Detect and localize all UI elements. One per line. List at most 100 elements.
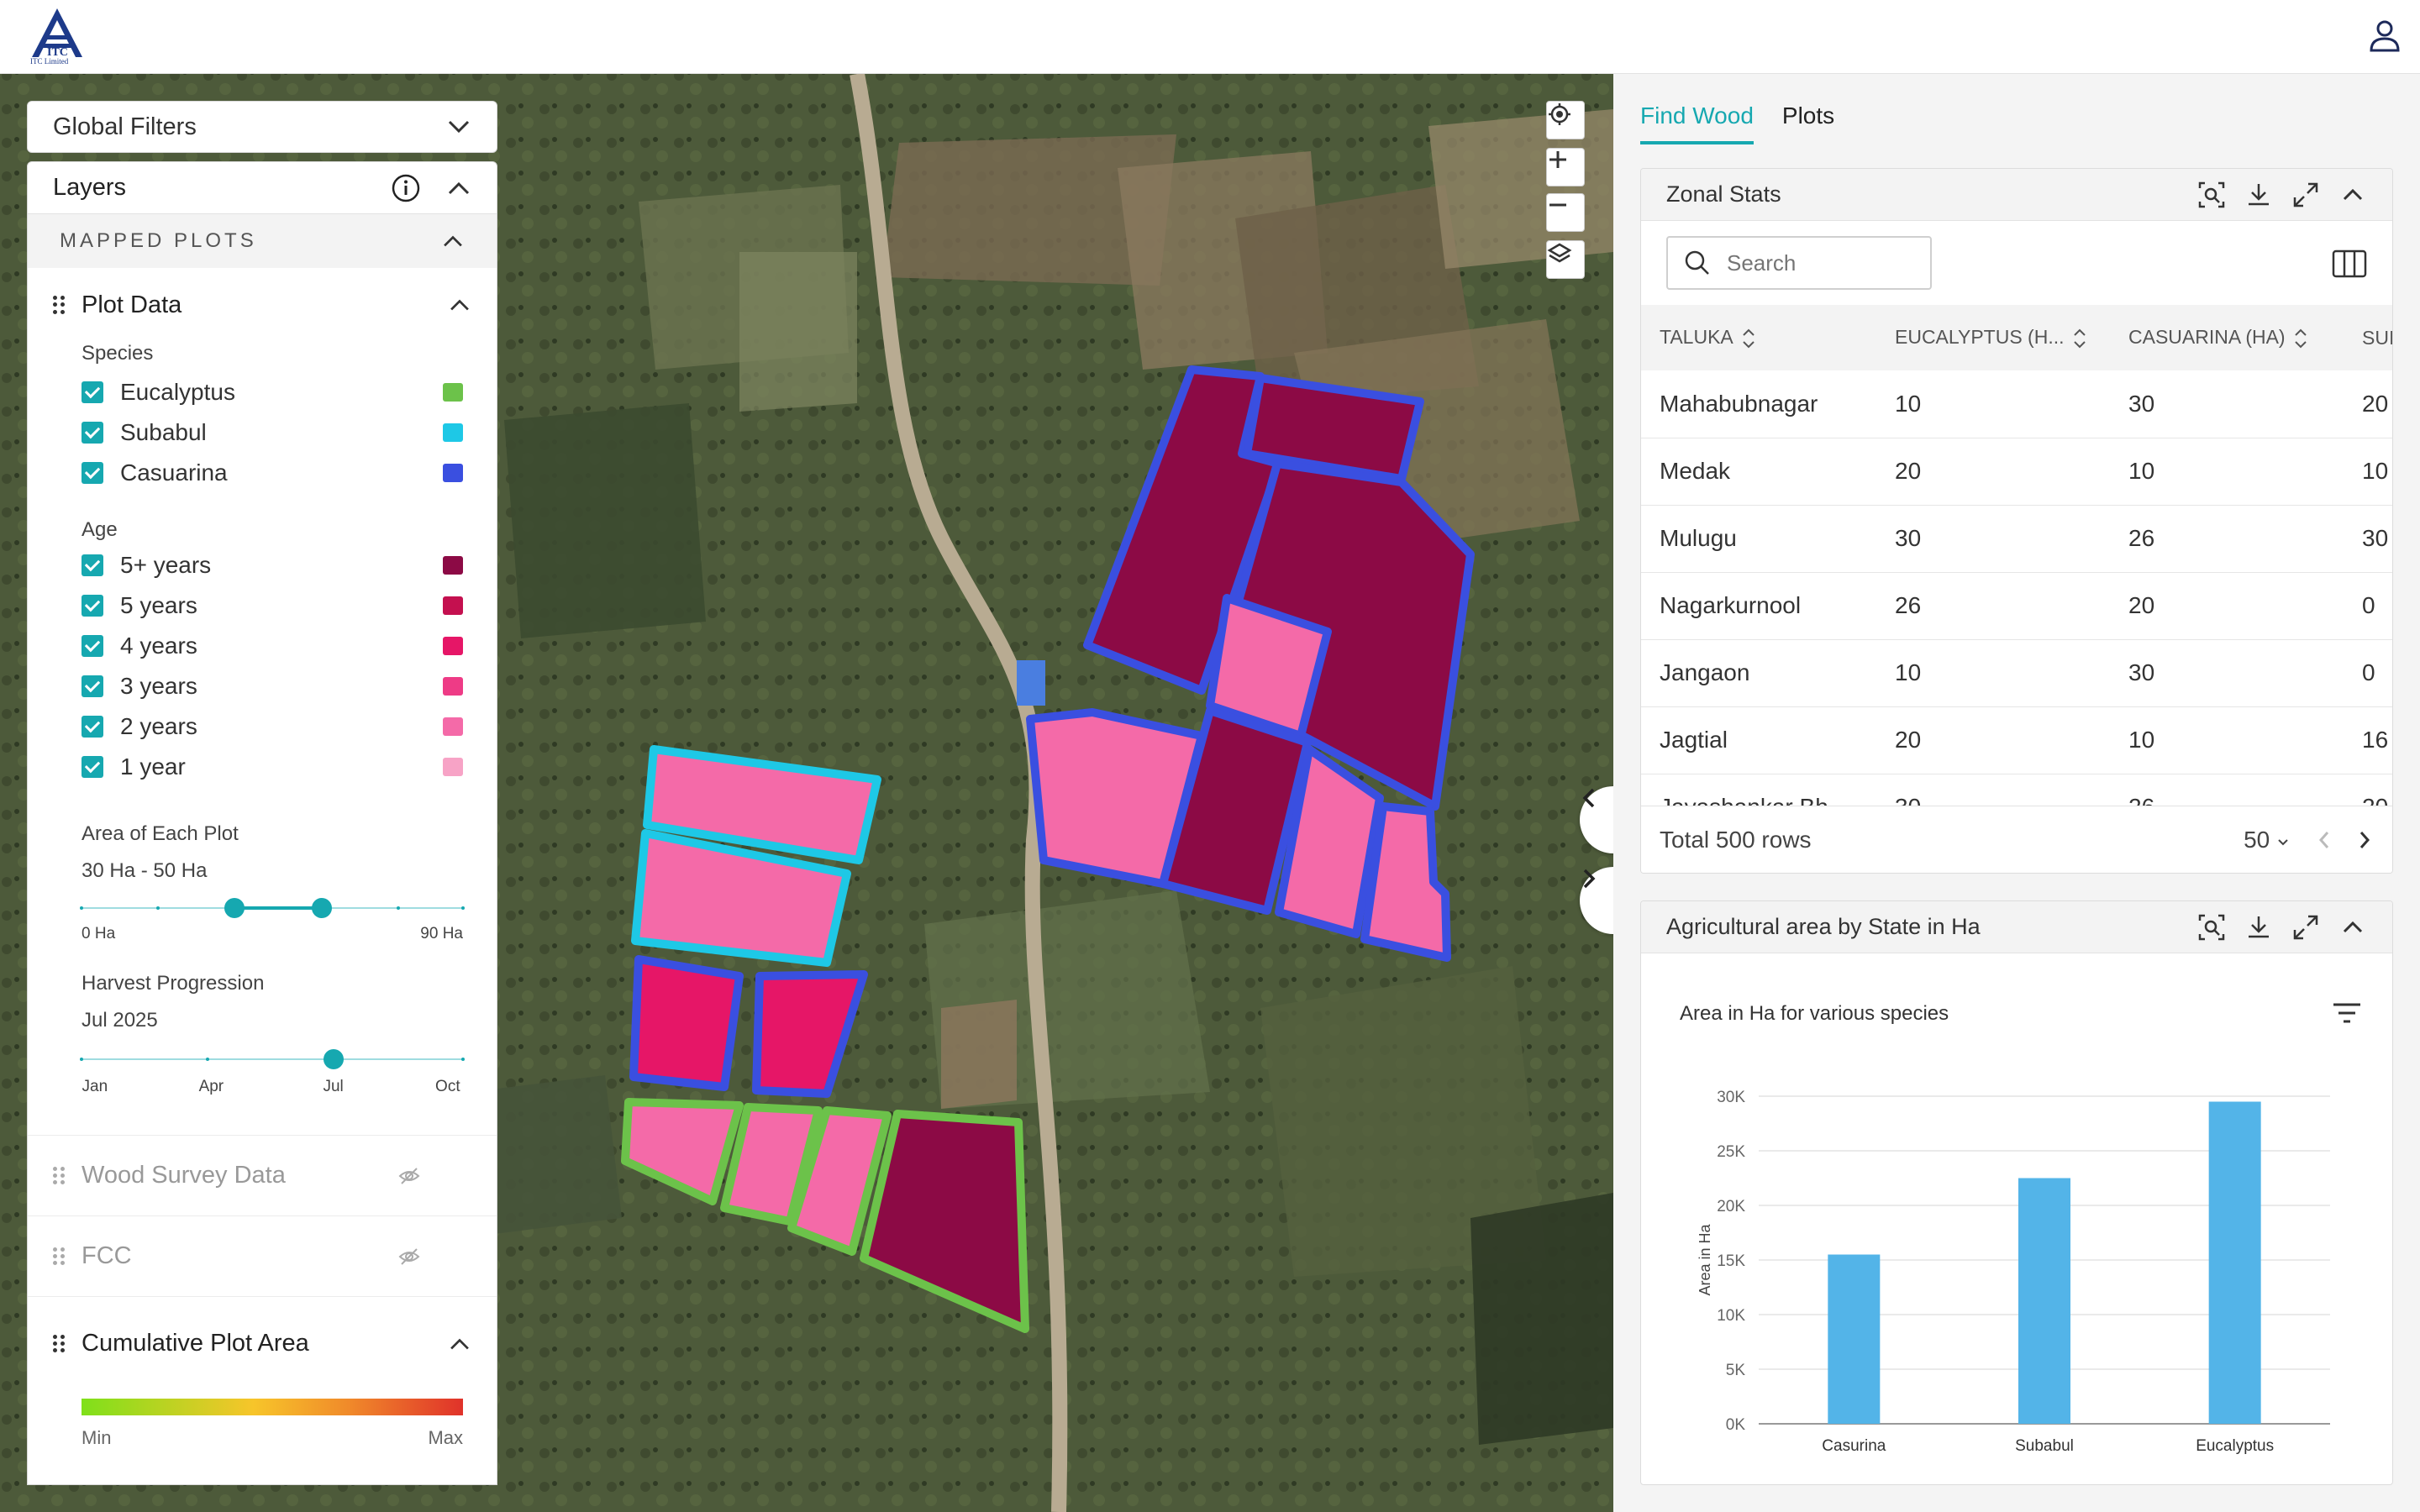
chevron-right-icon[interactable] [2355, 828, 2374, 852]
layers-header[interactable]: Layers [28, 162, 497, 214]
checkbox[interactable] [82, 675, 103, 697]
drag-handle-icon[interactable] [53, 296, 65, 314]
table-cell: 20 [1876, 706, 2110, 774]
page-size-select[interactable]: 50 [2244, 827, 2290, 853]
bar [1828, 1254, 1881, 1424]
age-1[interactable]: 1 year [28, 747, 497, 787]
search-input[interactable] [1727, 249, 1912, 276]
table-cell: 26 [2110, 505, 2344, 573]
fcc-header[interactable]: FCC [28, 1215, 497, 1296]
drag-handle-icon[interactable] [53, 1247, 65, 1266]
table-cell: 20 [2110, 572, 2344, 640]
itc-logo[interactable]: ITC [27, 5, 87, 69]
cumulative-plot-area-header[interactable]: Cumulative Plot Area [28, 1296, 497, 1390]
tab-bar: Find Wood Plots [1613, 74, 2420, 144]
drag-handle-icon[interactable] [53, 1334, 65, 1353]
table-cell: 10 [2344, 438, 2392, 506]
eye-off-icon[interactable] [397, 1164, 421, 1188]
columns-icon[interactable] [2332, 249, 2367, 278]
checkbox[interactable] [82, 554, 103, 576]
global-filters-dropdown[interactable]: Global Filters [27, 101, 497, 153]
species-casuarina[interactable]: Casuarina [28, 453, 497, 493]
search-box[interactable] [1666, 236, 1932, 290]
species-subabul[interactable]: Subabul [28, 412, 497, 453]
layers-toggle-button[interactable] [1546, 240, 1585, 279]
checkbox[interactable] [82, 716, 103, 738]
col-taluka[interactable]: TALUKA [1641, 305, 1876, 370]
age-5[interactable]: 5 years [28, 585, 497, 626]
download-icon[interactable] [2244, 181, 2273, 209]
table-row[interactable]: Mulugu 30 26 30 [1641, 505, 2392, 573]
expand-icon[interactable] [2291, 181, 2320, 209]
chevron-down-icon [2278, 838, 2288, 845]
sort-icon[interactable] [2294, 328, 2307, 349]
drag-handle-icon[interactable] [53, 1166, 65, 1185]
area-min-handle[interactable] [224, 898, 245, 918]
wood-survey-header[interactable]: Wood Survey Data [28, 1135, 497, 1215]
checkbox[interactable] [82, 462, 103, 484]
table-cell: Nagarkurnool [1641, 572, 1876, 640]
filter-icon[interactable] [2332, 1000, 2362, 1026]
table-row[interactable]: Jagtial 20 10 16 [1641, 706, 2392, 774]
plot-data-header[interactable]: Plot Data [28, 268, 497, 342]
search-icon [1685, 250, 1709, 275]
checkbox[interactable] [82, 595, 103, 617]
checkbox[interactable] [82, 381, 103, 403]
layers-icon [1547, 243, 1572, 263]
info-icon[interactable] [391, 173, 421, 203]
age-4[interactable]: 4 years [28, 626, 497, 666]
locate-button[interactable] [1546, 101, 1585, 139]
area-max-handle[interactable] [312, 898, 333, 918]
col-subabul[interactable]: SUI [2344, 305, 2392, 370]
table-cell: 10 [1876, 370, 2110, 438]
table-cell: Mahabubnagar [1641, 370, 1876, 438]
expand-icon[interactable] [2291, 913, 2320, 942]
sort-icon[interactable] [2073, 328, 2086, 349]
area-value: 30 Ha - 50 Ha [82, 859, 208, 882]
table-cell: 10 [2110, 438, 2344, 506]
chevron-up-icon[interactable] [446, 180, 471, 197]
user-icon[interactable] [2366, 17, 2403, 54]
col-casuarina[interactable]: CASUARINA (HA) [2110, 305, 2344, 370]
zoom-to-icon[interactable] [2197, 913, 2226, 942]
gradient-minmax: Min Max [82, 1427, 463, 1448]
color-swatch [443, 423, 463, 442]
table-row[interactable]: Medak 20 10 10 [1641, 438, 2392, 506]
x-tick-label: Subabul [2015, 1437, 2074, 1455]
tab-find-wood[interactable]: Find Wood [1640, 102, 1754, 144]
table-row[interactable]: Jangaon 10 30 0 [1641, 639, 2392, 707]
harvest-value: Jul 2025 [82, 1009, 158, 1032]
harvest-slider[interactable] [80, 1042, 465, 1076]
checkbox[interactable] [82, 756, 103, 778]
chevron-up-icon[interactable] [2338, 913, 2367, 942]
chevron-left-icon[interactable] [2315, 828, 2333, 852]
col-eucalyptus[interactable]: EUCALYPTUS (H... [1876, 305, 2110, 370]
harvest-label: Harvest Progression [82, 972, 265, 995]
age-3[interactable]: 3 years [28, 666, 497, 706]
table-row[interactable]: Mahabubnagar 10 30 20 [1641, 370, 2392, 438]
checkbox[interactable] [82, 635, 103, 657]
age-2[interactable]: 2 years [28, 706, 497, 747]
tab-plots[interactable]: Plots [1781, 102, 1835, 129]
collapse-right-panel-button[interactable] [1580, 786, 1613, 853]
zoom-in-button[interactable] [1546, 148, 1585, 186]
download-icon[interactable] [2244, 913, 2273, 942]
chevron-left-icon [1582, 788, 1595, 808]
sort-icon[interactable] [1742, 328, 1755, 349]
table-cell: 20 [1876, 438, 2110, 506]
checkbox[interactable] [82, 422, 103, 444]
eye-off-icon[interactable] [397, 1245, 421, 1268]
zoom-out-button[interactable] [1546, 193, 1585, 232]
chevron-up-icon[interactable] [2338, 181, 2367, 209]
zoom-to-icon[interactable] [2197, 181, 2226, 209]
zonal-stats-table: TALUKA EUCALYPTUS (H... CASUARINA (HA) S… [1641, 305, 2392, 842]
y-tick-label: 5K [1726, 1362, 1746, 1379]
harvest-handle[interactable] [323, 1049, 344, 1069]
area-range-slider[interactable] [80, 891, 465, 925]
mapped-plots-header[interactable]: MAPPED PLOTS [28, 214, 497, 268]
y-tick-label: 10K [1717, 1307, 1745, 1325]
species-eucalyptus[interactable]: Eucalyptus [28, 372, 497, 412]
color-swatch [443, 637, 463, 655]
table-row[interactable]: Nagarkurnool 26 20 0 [1641, 572, 2392, 640]
age-5-plus[interactable]: 5+ years [28, 545, 497, 585]
